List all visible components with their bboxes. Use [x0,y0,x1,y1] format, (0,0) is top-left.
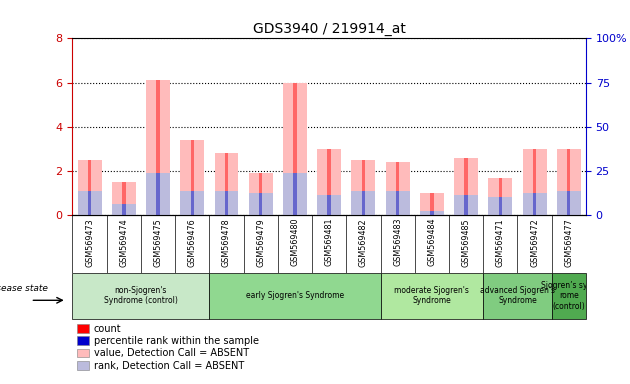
Text: GSM569480: GSM569480 [290,218,299,266]
Bar [249,173,273,215]
Bar [488,177,512,215]
Bar [454,195,478,215]
Bar [259,193,263,215]
Text: disease state: disease state [0,284,48,293]
Legend: count, percentile rank within the sample, value, Detection Call = ABSENT, rank, : count, percentile rank within the sample… [77,324,259,371]
Bar [420,210,444,215]
Bar [533,149,536,215]
Bar [180,191,204,215]
Bar [293,173,297,215]
Text: GSM569474: GSM569474 [119,218,129,266]
Text: GSM569485: GSM569485 [462,218,471,266]
Bar [88,191,91,215]
Text: GSM569483: GSM569483 [393,218,402,266]
Bar [352,160,375,215]
Bar [557,149,581,215]
Text: GSM569482: GSM569482 [359,218,368,266]
Title: GDS3940 / 219914_at: GDS3940 / 219914_at [253,22,406,36]
Bar [396,162,399,215]
Text: GSM569478: GSM569478 [222,218,231,266]
Bar [498,197,502,215]
Bar [214,191,239,215]
Bar [146,80,170,215]
Bar [328,195,331,215]
Bar [77,160,101,215]
Text: moderate Sjogren's
Syndrome: moderate Sjogren's Syndrome [394,286,469,305]
Bar [488,197,512,215]
Bar [112,182,136,215]
Text: advanced Sjogren's
Syndrome: advanced Sjogren's Syndrome [480,286,555,305]
Bar [352,191,375,215]
Bar [293,83,297,215]
Bar [567,191,571,215]
Bar [533,193,536,215]
Text: non-Sjogren's
Syndrome (control): non-Sjogren's Syndrome (control) [104,286,178,305]
Bar [381,273,483,319]
Text: GSM569475: GSM569475 [154,218,163,266]
Bar [225,191,228,215]
Bar [77,191,101,215]
Text: GSM569471: GSM569471 [496,218,505,266]
Bar [209,273,381,319]
Bar [283,173,307,215]
Bar [430,210,433,215]
Text: GSM569481: GSM569481 [324,218,334,266]
Bar [362,191,365,215]
Text: Sjogren’s synd
rome
(control): Sjogren’s synd rome (control) [541,281,597,311]
Bar [552,273,586,319]
Text: GSM569476: GSM569476 [188,218,197,266]
Text: GSM569472: GSM569472 [530,218,539,266]
Bar [498,177,502,215]
Bar [190,140,194,215]
Bar [146,173,170,215]
Bar [112,204,136,215]
Bar [156,80,160,215]
Bar [557,191,581,215]
Bar [72,273,209,319]
Bar [156,173,160,215]
Bar [454,157,478,215]
Bar [386,191,410,215]
Bar [259,173,263,215]
Text: GSM569479: GSM569479 [256,218,265,266]
Text: early Sjogren's Syndrome: early Sjogren's Syndrome [246,291,344,300]
Bar [88,160,91,215]
Bar [122,182,125,215]
Bar [317,195,341,215]
Bar [328,149,331,215]
Bar [283,83,307,215]
Text: GSM569473: GSM569473 [85,218,94,266]
Bar [317,149,341,215]
Bar [464,195,468,215]
Bar [180,140,204,215]
Bar [522,193,547,215]
Bar [464,157,468,215]
Bar [522,149,547,215]
Bar [430,193,433,215]
Bar [396,191,399,215]
Bar [483,273,552,319]
Bar [420,193,444,215]
Bar [225,153,228,215]
Text: GSM569484: GSM569484 [427,218,437,266]
Bar [122,204,125,215]
Bar [214,153,239,215]
Text: GSM569477: GSM569477 [564,218,573,266]
Bar [386,162,410,215]
Bar [362,160,365,215]
Bar [190,191,194,215]
Bar [249,193,273,215]
Bar [567,149,571,215]
